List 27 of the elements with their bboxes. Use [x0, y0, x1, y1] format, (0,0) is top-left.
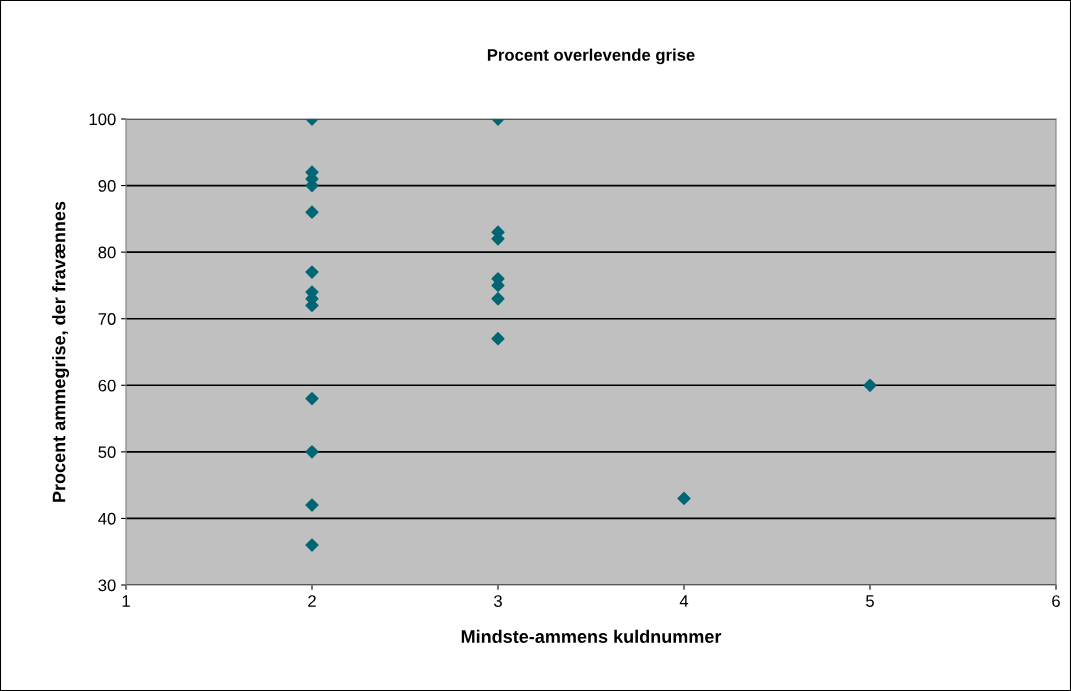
chart-title: Procent overlevende grise	[487, 48, 695, 65]
x-tick-label: 1	[122, 595, 130, 607]
x-tick-label: 2	[308, 595, 316, 607]
x-tick-label: 5	[866, 595, 874, 607]
y-tick-label: 30	[98, 579, 116, 592]
y-tick-label: 60	[98, 379, 116, 392]
x-axis-title: Mindste-ammens kuldnummer	[461, 629, 722, 643]
x-tick-label: 4	[679, 595, 689, 607]
point	[491, 292, 505, 306]
y-tick-label: 90	[98, 179, 116, 192]
point	[305, 205, 319, 219]
point	[677, 491, 691, 506]
point	[305, 538, 319, 552]
y-tick-label: 100	[89, 113, 116, 126]
y-axis-title: Procent ammegrise, der fravænnes	[52, 201, 70, 502]
point	[863, 378, 877, 392]
y-tick-label: 50	[98, 446, 116, 459]
y-tick-label: 70	[98, 313, 116, 325]
y-tick-label: 40	[98, 512, 116, 525]
point	[305, 392, 319, 406]
point	[305, 445, 319, 459]
x-tick-label: 6	[1052, 595, 1060, 607]
point	[305, 498, 319, 512]
x-tick-label: 3	[494, 595, 502, 607]
point	[491, 332, 505, 346]
point	[305, 265, 319, 279]
y-tick-label: 80	[98, 246, 116, 259]
